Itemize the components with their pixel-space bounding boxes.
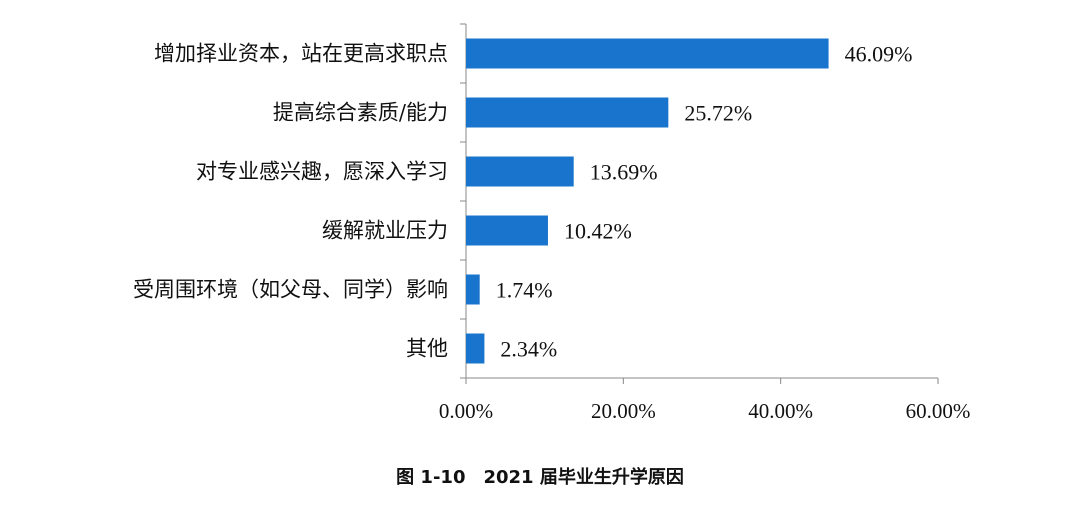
x-tick-label: 0.00% (439, 399, 493, 423)
x-tick-label: 20.00% (591, 399, 656, 423)
bar (466, 215, 548, 246)
category-label: 缓解就业压力 (322, 219, 448, 243)
category-label: 其他 (406, 337, 448, 361)
x-tick-label: 40.00% (748, 399, 813, 423)
bar (466, 97, 669, 128)
data-label: 25.72% (684, 101, 752, 126)
bar (466, 274, 480, 305)
category-label: 增加择业资本，站在更高求职点 (154, 42, 448, 66)
data-label: 46.09% (845, 42, 913, 67)
chart-bars (466, 38, 829, 364)
data-label: 1.74% (496, 278, 553, 303)
bar (466, 38, 829, 69)
bar (466, 333, 485, 364)
data-label: 2.34% (500, 337, 557, 362)
chart-axes (460, 23, 939, 384)
bar-chart: 0.00% 20.00% 40.00% 60.00% 增加择业资本，站在更高求职点 46.… (133, 23, 970, 424)
chart-labels: 0.00% 20.00% 40.00% 60.00% 增加择业资本，站在更高求职点 46.… (133, 42, 970, 424)
category-label: 对专业感兴趣，愿深入学习 (196, 160, 448, 184)
category-label: 提高综合素质/能力 (273, 101, 448, 125)
x-tick-label: 60.00% (906, 399, 971, 423)
data-label: 10.42% (564, 219, 632, 244)
category-label: 受周围环境（如父母、同学）影响 (133, 278, 448, 302)
data-label: 13.69% (590, 160, 658, 185)
bar (466, 156, 574, 187)
figure-caption: 图 1-10 2021 届毕业生升学原因 (396, 467, 684, 488)
